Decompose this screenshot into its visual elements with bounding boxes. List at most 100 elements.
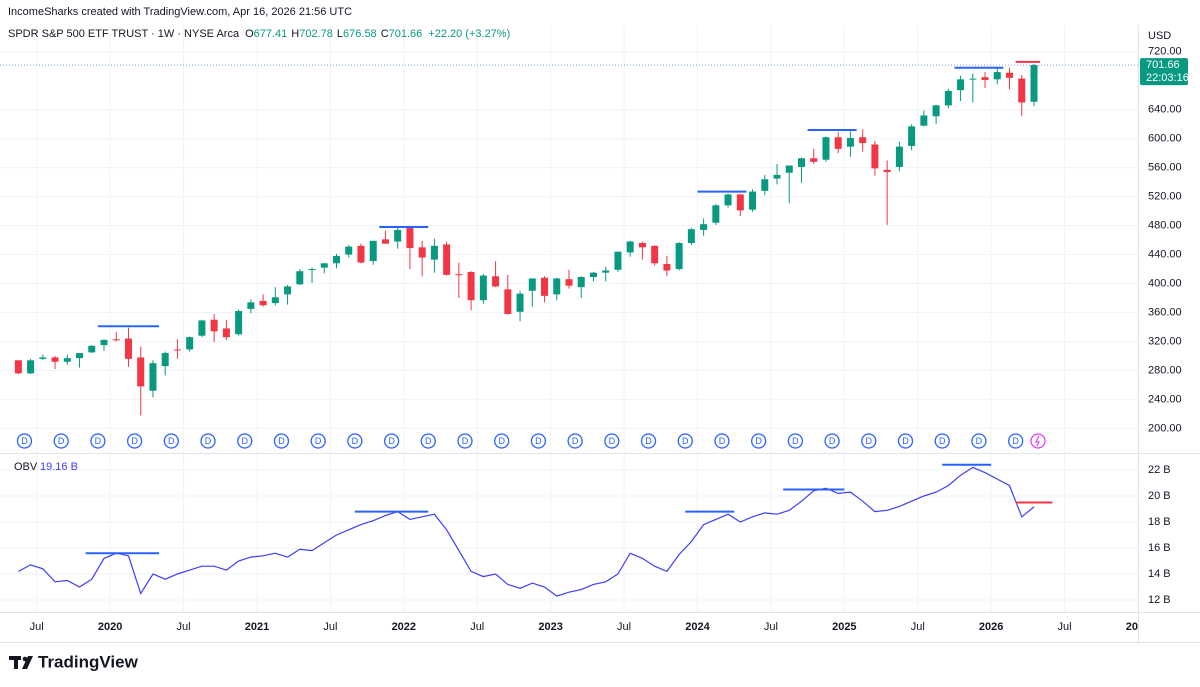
candle-body xyxy=(308,269,316,271)
x-tick-label: Jul xyxy=(323,621,337,633)
candle-body xyxy=(222,328,230,338)
dividend-label: D xyxy=(278,436,285,446)
candle-body xyxy=(773,174,781,179)
candle-body xyxy=(712,205,720,223)
indicator-value: 19.16 B xyxy=(40,461,78,473)
y-tick-label: 400.00 xyxy=(1148,277,1182,289)
dividend-marker xyxy=(824,433,840,449)
candle-body xyxy=(271,297,279,304)
candle-body xyxy=(638,242,646,248)
candle-body xyxy=(565,279,573,286)
candle-body xyxy=(687,229,695,243)
candle-body xyxy=(320,263,328,268)
symbol-title: SPDR S&P 500 ETF TRUST · 1W · NYSE Arca xyxy=(8,28,240,40)
dividend-label: D xyxy=(939,436,946,446)
dividend-label: D xyxy=(58,436,65,446)
candle-body xyxy=(455,274,463,276)
candle-body xyxy=(124,338,132,359)
legend: SPDR S&P 500 ETF TRUST · 1W · NYSE Arca … xyxy=(8,28,510,473)
y-tick-label: 320.00 xyxy=(1148,335,1182,347)
legend-change: +22.20 (+3.27%) xyxy=(428,28,510,40)
candle-body xyxy=(859,137,867,144)
dividend-label: D xyxy=(168,436,175,446)
candle-body xyxy=(516,293,524,312)
dividend-marker xyxy=(530,433,547,449)
candle-body xyxy=(736,194,744,211)
candle-body xyxy=(920,115,928,126)
logo-stem xyxy=(14,656,18,669)
candle-body xyxy=(100,340,108,346)
dividend-label: D xyxy=(241,436,248,446)
candle-body xyxy=(479,275,487,301)
candle-body xyxy=(39,357,47,359)
legend-key: C xyxy=(381,28,389,40)
x-tick-label: Jul xyxy=(911,621,925,633)
dividend-label: D xyxy=(498,436,505,446)
y-tick-label: 360.00 xyxy=(1148,306,1182,318)
y-tick-label: 440.00 xyxy=(1148,248,1182,260)
candle-body xyxy=(895,146,903,167)
candle-body xyxy=(651,245,659,264)
y-tick-label: 600.00 xyxy=(1148,133,1182,145)
candle-body xyxy=(394,229,402,242)
x-tick-label: Jul xyxy=(30,621,44,633)
x-tick-label: Jul xyxy=(177,621,191,633)
candle-body xyxy=(14,360,22,374)
candle-body xyxy=(357,245,365,263)
y-tick-label: 280.00 xyxy=(1148,364,1182,376)
footer-brand: TradingView xyxy=(38,652,139,671)
dividend-label: D xyxy=(1012,436,1019,446)
y-tick-label: 240.00 xyxy=(1148,393,1182,405)
candle-body xyxy=(137,357,145,387)
candle-body xyxy=(381,239,389,244)
dividend-marker xyxy=(787,433,804,449)
candle-body xyxy=(883,169,891,173)
dividend-marker xyxy=(567,433,583,449)
candle-body xyxy=(504,289,512,314)
candle-body xyxy=(186,337,194,350)
candle-body xyxy=(430,245,438,260)
dividend-marker xyxy=(494,433,510,449)
currency: USD xyxy=(1148,30,1171,42)
dividend-label: D xyxy=(131,436,138,446)
grid xyxy=(0,25,1139,612)
dividend-label: D xyxy=(792,436,799,446)
dividend-label: D xyxy=(609,436,616,446)
legend-value: 702.78 xyxy=(299,28,333,40)
dividend-label: D xyxy=(462,436,469,446)
candle-body xyxy=(369,240,377,262)
x-tick-label: Jul xyxy=(470,621,484,633)
y-tick-label: 22 B xyxy=(1148,464,1171,476)
candle-body xyxy=(418,247,426,258)
event-icon xyxy=(1030,433,1046,449)
candle-body xyxy=(834,137,842,149)
y-tick-label: 20 B xyxy=(1148,490,1171,502)
obv-pane xyxy=(18,463,1053,597)
candle-body xyxy=(492,276,500,287)
candle-body xyxy=(259,300,267,306)
candle-body xyxy=(663,263,671,271)
x-tick-label: Jul xyxy=(617,621,631,633)
countdown-label: 22:03:16 xyxy=(1146,72,1189,84)
candle-body xyxy=(614,251,622,270)
dividend-marker xyxy=(420,433,436,449)
x-tick-label: 2021 xyxy=(245,621,269,633)
candle-body xyxy=(785,165,793,173)
candle-body xyxy=(112,339,120,341)
time-axis: Jul 2020 Jul 2021 Jul 2022 Jul 2023 Jul 2024 Jul 20… xyxy=(30,621,1150,633)
dividend-marker xyxy=(16,433,33,449)
dividend-marker xyxy=(383,433,400,449)
candle-body xyxy=(210,319,218,332)
dividend-label: D xyxy=(755,436,762,446)
candle-body xyxy=(675,242,683,270)
candle-body xyxy=(577,277,585,288)
price-label: 701.66 xyxy=(1146,59,1180,71)
candle-body xyxy=(1006,72,1014,78)
logo-slash xyxy=(22,656,33,669)
x-tick-label: 2027 xyxy=(1126,621,1150,633)
candle-body xyxy=(589,272,597,278)
y-tick-label: 560.00 xyxy=(1148,162,1182,174)
candle-body xyxy=(247,302,255,309)
